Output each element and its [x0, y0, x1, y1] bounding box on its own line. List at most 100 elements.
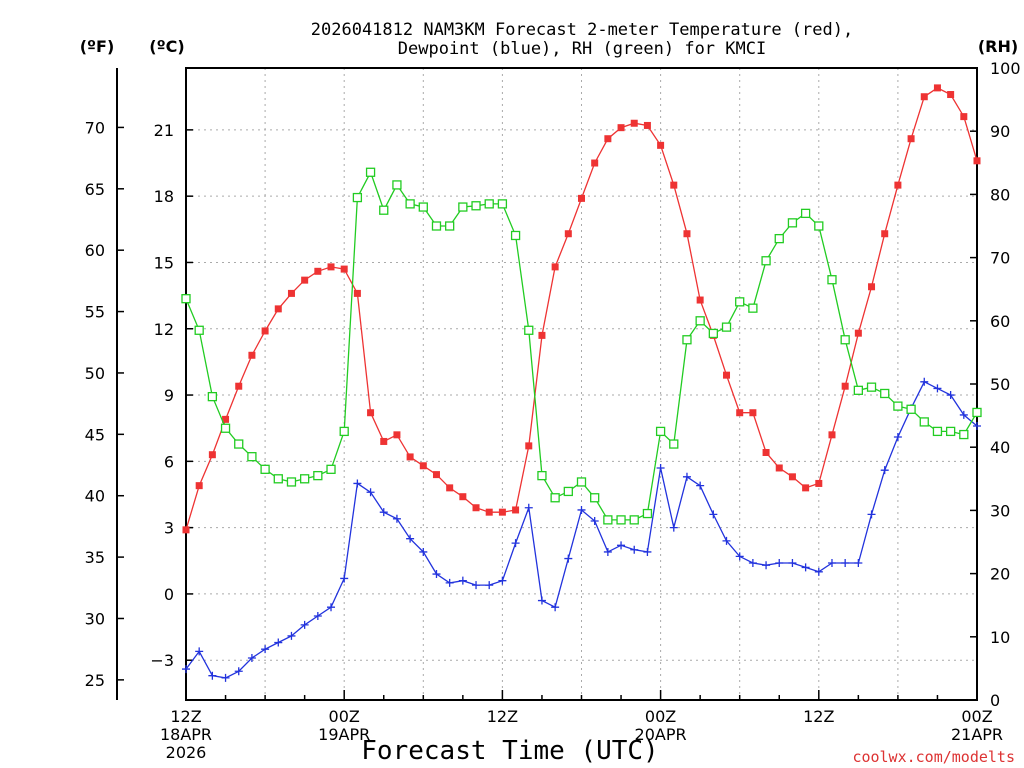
- data-point: [814, 221, 824, 231]
- x-tick-label: 00Z: [645, 707, 676, 726]
- data-point: [287, 631, 296, 640]
- data-point: [537, 470, 547, 481]
- data-point: [248, 351, 256, 359]
- data-point: [670, 181, 678, 189]
- data-point: [273, 474, 283, 484]
- data-point: [431, 221, 442, 231]
- data-point: [524, 503, 533, 512]
- chart-title-line2: Dewpoint (blue), RH (green) for KMCI: [398, 39, 766, 59]
- data-point: [195, 647, 204, 656]
- data-point: [696, 296, 704, 304]
- data-point: [788, 473, 796, 481]
- celsius-tick-label: 15: [154, 253, 174, 272]
- data-point: [616, 515, 626, 525]
- data-point: [472, 504, 480, 512]
- plot-frame: [185, 67, 978, 701]
- data-point: [696, 481, 705, 490]
- data-point: [880, 466, 889, 475]
- data-point: [274, 305, 282, 313]
- data-point: [471, 201, 481, 211]
- data-point: [853, 385, 863, 395]
- rh-tick-label: 0: [990, 691, 1000, 710]
- data-point: [840, 335, 850, 345]
- data-point: [353, 289, 361, 297]
- data-point: [617, 124, 625, 132]
- data-point: [182, 665, 190, 674]
- data-point: [828, 431, 836, 439]
- data-point: [629, 515, 639, 525]
- x-tick-label: 12Z: [803, 707, 834, 726]
- fahrenheit-tick-label: 50: [85, 364, 105, 383]
- celsius-tick-label: 0: [164, 585, 174, 604]
- data-point: [735, 552, 744, 561]
- data-point: [736, 409, 744, 417]
- data-point: [511, 539, 520, 548]
- data-point: [723, 371, 731, 379]
- data-point: [880, 388, 890, 399]
- data-point: [367, 409, 375, 417]
- data-point: [327, 603, 336, 612]
- data-point: [800, 208, 811, 219]
- data-point: [498, 576, 507, 585]
- data-point: [234, 667, 243, 676]
- x-tick-label: 00Z: [329, 707, 360, 726]
- data-point: [326, 464, 336, 474]
- data-point: [512, 506, 520, 514]
- data-point: [207, 391, 218, 402]
- data-point: [709, 510, 718, 519]
- data-point: [353, 479, 362, 488]
- data-point: [194, 325, 204, 335]
- axes-layer: 25 30 35 40 45 50 55 60 65 70 −3 0 3 6 9 12 15 18 21 0 10 20 3…: [85, 59, 1021, 762]
- data-point: [340, 574, 349, 583]
- celsius-tick-label: 6: [164, 452, 174, 471]
- data-point: [339, 426, 349, 437]
- data-point: [301, 276, 309, 284]
- data-point: [854, 329, 862, 337]
- data-point: [525, 442, 533, 450]
- data-point: [220, 423, 231, 433]
- data-point: [854, 558, 863, 567]
- data-point: [432, 471, 440, 479]
- data-point: [234, 439, 244, 449]
- data-point: [788, 558, 797, 567]
- rh-tick-label: 10: [990, 628, 1010, 647]
- data-point: [630, 545, 639, 554]
- fahrenheit-tick-label: 65: [85, 180, 105, 199]
- data-point: [405, 199, 415, 209]
- data-point: [775, 558, 784, 567]
- x-tick-label: 2026: [166, 743, 207, 762]
- data-point: [551, 603, 560, 612]
- data-point: [247, 452, 257, 462]
- data-point: [655, 426, 666, 437]
- data-point: [459, 493, 467, 501]
- data-point: [815, 479, 823, 487]
- data-point: [484, 199, 494, 209]
- data-point: [919, 417, 929, 427]
- data-point: [485, 581, 494, 590]
- data-point: [960, 113, 968, 121]
- data-point: [287, 289, 295, 297]
- data-point: [867, 510, 876, 519]
- rh-tick-label: 50: [990, 375, 1010, 394]
- data-point: [564, 554, 573, 563]
- credit-label: coolwx.com/modelts: [852, 748, 1015, 766]
- data-point: [419, 547, 428, 556]
- data-point: [590, 517, 599, 526]
- celsius-unit-label: (ºC): [149, 37, 184, 56]
- data-point: [327, 263, 335, 271]
- data-point: [973, 157, 981, 165]
- fahrenheit-tick-label: 70: [85, 118, 105, 137]
- data-point: [749, 409, 757, 417]
- data-point: [630, 119, 638, 127]
- data-point: [274, 638, 283, 647]
- data-point: [551, 263, 559, 271]
- data-point: [538, 331, 546, 339]
- fahrenheit-tick-label: 25: [85, 671, 105, 690]
- fahrenheit-tick-label: 60: [85, 241, 105, 260]
- data-point: [313, 612, 322, 621]
- data-point: [721, 322, 732, 332]
- series-layer: [181, 84, 982, 682]
- rh-unit-label: (RH): [978, 37, 1018, 56]
- fahrenheit-tick-label: 45: [85, 425, 105, 444]
